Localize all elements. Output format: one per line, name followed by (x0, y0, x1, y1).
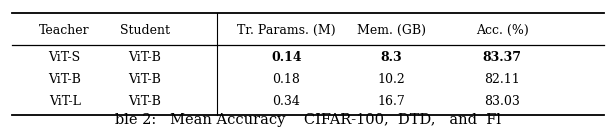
Text: 16.7: 16.7 (377, 95, 405, 108)
Text: ViT-B: ViT-B (128, 51, 161, 64)
Text: ViT-S: ViT-S (49, 51, 81, 64)
Text: Student: Student (120, 24, 170, 37)
Text: Mem. (GB): Mem. (GB) (357, 24, 426, 37)
Text: Tr. Params. (M): Tr. Params. (M) (237, 24, 336, 37)
Text: ViT-B: ViT-B (128, 73, 161, 86)
Text: ViT-B: ViT-B (128, 95, 161, 108)
Text: 10.2: 10.2 (377, 73, 405, 86)
Text: 8.3: 8.3 (380, 51, 402, 64)
Text: Acc. (%): Acc. (%) (476, 24, 529, 37)
Text: 0.18: 0.18 (272, 73, 301, 86)
Text: ble 2:   Mean Accuracy    CIFAR-100,  DTD,   and  Fl: ble 2: Mean Accuracy CIFAR-100, DTD, and… (115, 113, 501, 127)
Text: 0.34: 0.34 (272, 95, 301, 108)
Text: 0.14: 0.14 (271, 51, 302, 64)
Text: 82.11: 82.11 (484, 73, 520, 86)
Text: ViT-B: ViT-B (48, 73, 81, 86)
Text: 83.03: 83.03 (484, 95, 520, 108)
Text: Teacher: Teacher (39, 24, 90, 37)
Text: 83.37: 83.37 (482, 51, 522, 64)
Text: ViT-L: ViT-L (49, 95, 81, 108)
